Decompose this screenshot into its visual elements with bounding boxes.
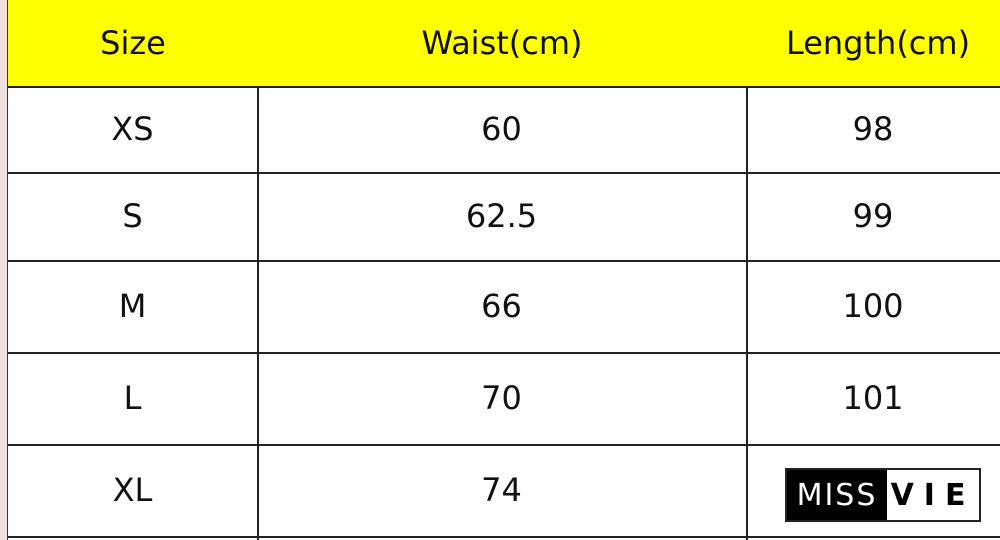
table-cell: 100 bbox=[842, 287, 904, 325]
table-cell: XL bbox=[112, 471, 153, 509]
logo-part-vie: VIE bbox=[890, 477, 976, 513]
brand-logo: MISS VIE bbox=[785, 468, 981, 522]
row-divider bbox=[8, 172, 1000, 174]
header-cell: Length(cm) bbox=[785, 24, 971, 62]
table-cell: 98 bbox=[852, 110, 894, 148]
table-cell: M bbox=[118, 287, 147, 325]
column-divider bbox=[257, 86, 259, 540]
table-cell: S bbox=[122, 197, 143, 235]
header-cell: Size bbox=[100, 24, 166, 62]
table-cell: 70 bbox=[481, 379, 522, 417]
table-cell: 99 bbox=[852, 197, 894, 235]
header-cell: Waist(cm) bbox=[421, 24, 583, 62]
left-edge-strip bbox=[0, 0, 8, 540]
table-cell: L bbox=[123, 379, 142, 417]
table-cell: 74 bbox=[481, 471, 522, 509]
logo-part-miss: MISS bbox=[787, 470, 887, 520]
table-cell: 60 bbox=[481, 110, 522, 148]
row-divider bbox=[8, 86, 1000, 88]
row-divider bbox=[8, 260, 1000, 262]
table-header bbox=[8, 0, 1000, 88]
table-cell: XS bbox=[111, 110, 154, 148]
column-divider bbox=[746, 86, 748, 540]
row-divider bbox=[8, 444, 1000, 446]
table-cell: 101 bbox=[842, 379, 904, 417]
table-cell: 62.5 bbox=[465, 197, 538, 235]
table-cell: 66 bbox=[481, 287, 522, 325]
row-divider bbox=[8, 536, 1000, 538]
row-divider bbox=[8, 352, 1000, 354]
